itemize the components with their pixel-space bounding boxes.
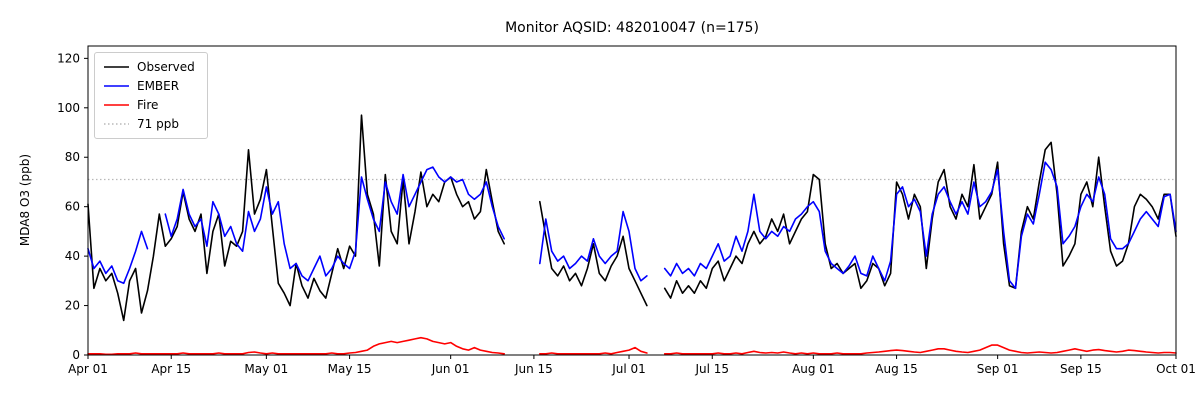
x-tick-label: Jun 15	[514, 362, 553, 376]
x-tick-label: Jul 15	[694, 362, 729, 376]
plot-border	[87, 45, 1177, 356]
series-fire-line	[87, 336, 1177, 356]
legend: Observed EMBER Fire 71 ppb	[94, 52, 208, 139]
x-tick-label: Jul 01	[611, 362, 646, 376]
legend-line-sample	[104, 104, 129, 106]
legend-entry-fire: Fire	[103, 98, 195, 112]
x-tick-label: Apr 01	[68, 362, 108, 376]
x-tick-label: Oct 01	[1156, 362, 1196, 376]
y-tick-label: 80	[65, 150, 80, 164]
y-tick-label: 120	[57, 51, 80, 65]
legend-entry-71-ppb: 71 ppb	[103, 117, 195, 131]
x-tick-label: Sep 15	[1060, 362, 1102, 376]
y-tick-label: 100	[57, 101, 80, 115]
legend-label: Fire	[137, 98, 159, 112]
x-tick-label: Aug 01	[792, 362, 835, 376]
y-tick-label: 0	[72, 348, 80, 362]
chart-title: Monitor AQSID: 482010047 (n=175)	[505, 20, 759, 36]
legend-label: EMBER	[137, 79, 180, 93]
series-ember-line	[87, 161, 1177, 290]
x-tick-label: Apr 15	[151, 362, 191, 376]
x-tick-label: May 15	[328, 362, 372, 376]
y-tick-label: 60	[65, 200, 80, 214]
x-tick-label: Sep 01	[977, 362, 1019, 376]
legend-entry-ember: EMBER	[103, 79, 195, 93]
legend-label: Observed	[137, 60, 195, 74]
legend-line-sample	[104, 85, 129, 87]
legend-line-sample	[104, 123, 129, 125]
x-tick-label: Aug 15	[875, 362, 918, 376]
x-tick-label: May 01	[244, 362, 288, 376]
legend-line-sample	[104, 66, 129, 68]
legend-entry-observed: Observed	[103, 60, 195, 74]
y-tick-label: 20	[65, 299, 80, 313]
x-tick-label: Jun 01	[431, 362, 470, 376]
legend-label: 71 ppb	[137, 117, 179, 131]
y-tick-label: 40	[65, 249, 80, 263]
